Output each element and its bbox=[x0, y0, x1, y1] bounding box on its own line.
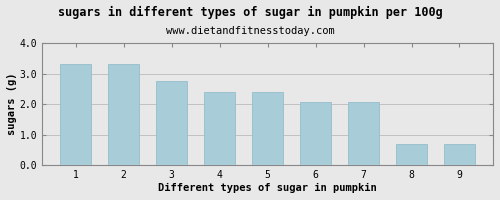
Text: sugars in different types of sugar in pumpkin per 100g: sugars in different types of sugar in pu… bbox=[58, 6, 442, 19]
Bar bbox=[60, 64, 92, 165]
Bar bbox=[108, 64, 140, 165]
Bar bbox=[300, 102, 331, 165]
Bar bbox=[348, 102, 379, 165]
Bar bbox=[396, 144, 427, 165]
X-axis label: Different types of sugar in pumpkin: Different types of sugar in pumpkin bbox=[158, 183, 377, 193]
Bar bbox=[204, 92, 236, 165]
Bar bbox=[156, 81, 188, 165]
Bar bbox=[444, 144, 475, 165]
Bar bbox=[252, 92, 283, 165]
Text: www.dietandfitnesstoday.com: www.dietandfitnesstoday.com bbox=[166, 26, 334, 36]
Y-axis label: sugars (g): sugars (g) bbox=[7, 73, 17, 135]
